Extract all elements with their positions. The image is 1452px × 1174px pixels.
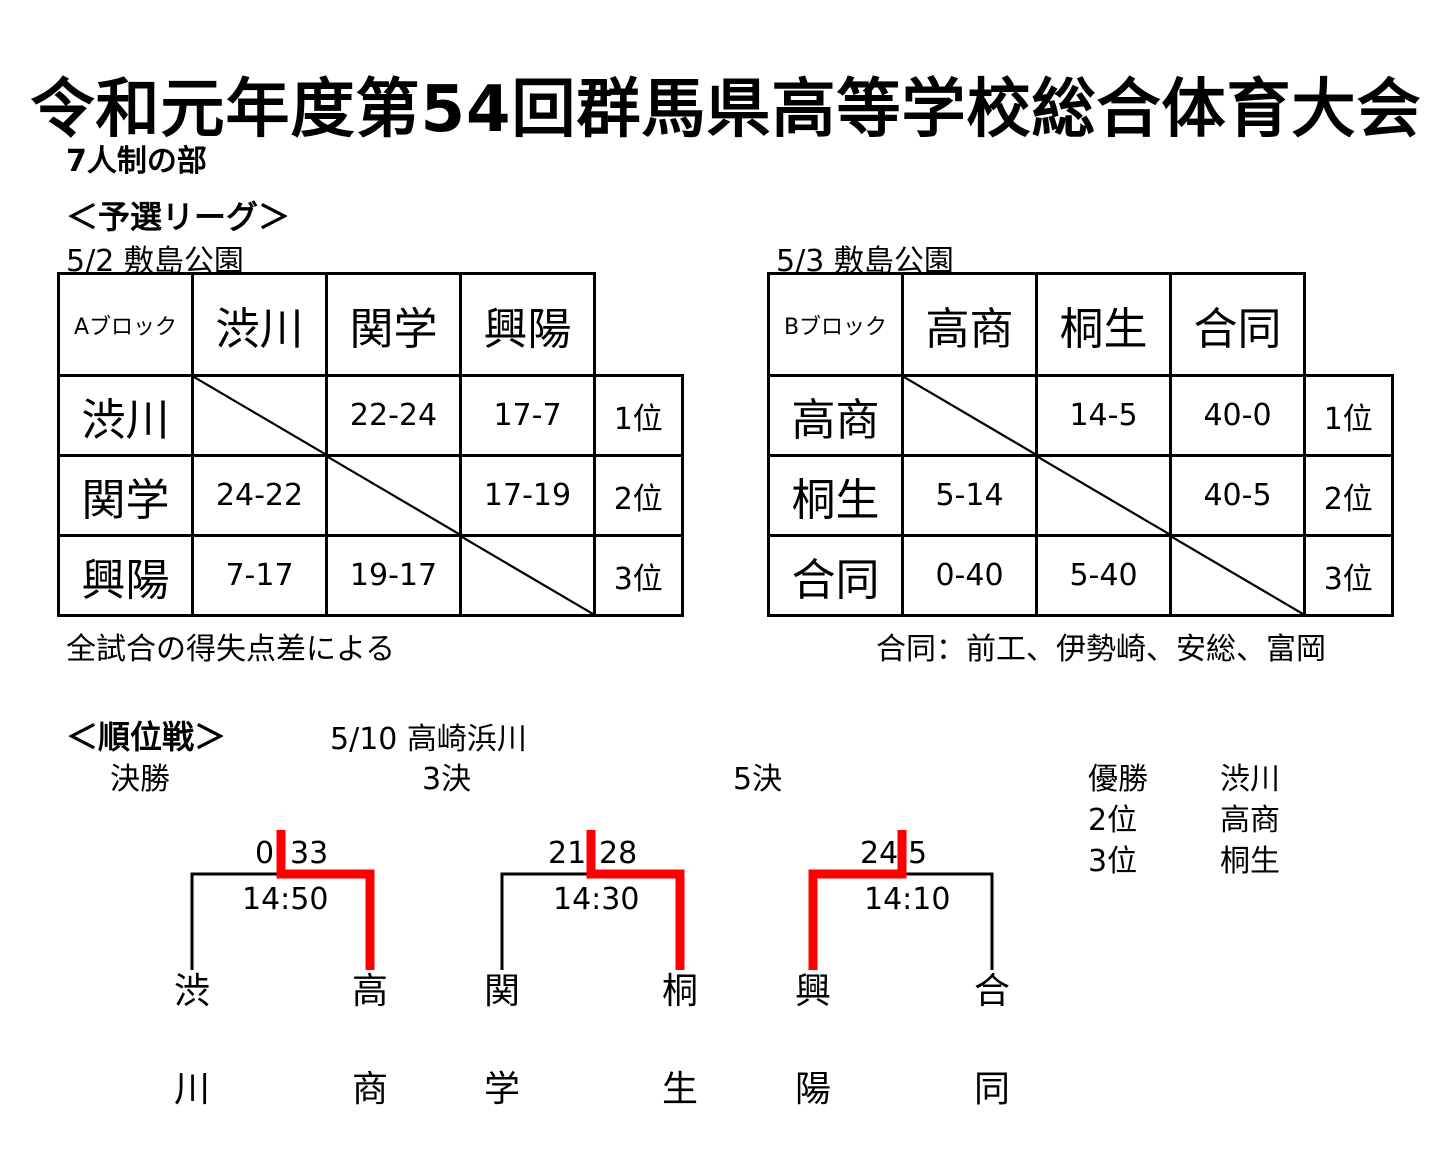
score-cell: 17-19 (459, 454, 596, 537)
division-label: 7人制の部 (66, 144, 207, 179)
rank-cell: 2位 (1303, 454, 1394, 537)
winner-path (276, 830, 375, 970)
result-place: 優勝 (1088, 762, 1148, 797)
team-name-char: 陽 (794, 1069, 831, 1110)
score-cell: 24-22 (191, 454, 328, 537)
block-a-table: Aブロック 渋川 関学 興陽 渋川 22-24 17-7 1位 関学 24-22… (57, 272, 684, 617)
match-label: 5決 (733, 762, 783, 797)
result-place: 3位 (1088, 844, 1138, 879)
page-title: 令和元年度第54回群馬県高等学校総合体育大会 (30, 73, 1422, 147)
right-score: 33 (290, 836, 329, 871)
score-cell: 7-17 (191, 534, 328, 617)
team-name-char: 関 (483, 971, 520, 1012)
rank-cell: 3位 (1303, 534, 1394, 617)
match-label: 3決 (422, 762, 472, 797)
diagonal-cell (1035, 454, 1172, 537)
block-a-row-team: 関学 (57, 454, 194, 537)
diagonal-cell (191, 374, 328, 457)
winner-path (586, 830, 685, 970)
team-name-char: 高 (351, 971, 388, 1012)
right-score: 5 (908, 836, 928, 871)
block-b-col-team: 高商 (901, 272, 1038, 377)
match-time: 14:30 (553, 882, 640, 917)
league-heading: ＜予選リーグ＞ (66, 198, 291, 236)
team-name-char: 合 (973, 971, 1010, 1012)
match-label: 決勝 (110, 762, 170, 797)
block-a-row-team: 渋川 (57, 374, 194, 457)
placement-venue: 5/10 高崎浜川 (330, 722, 527, 757)
score-cell: 40-5 (1169, 454, 1306, 537)
block-b-row-team: 高商 (767, 374, 904, 457)
result-team: 桐生 (1220, 844, 1280, 879)
rank-cell: 2位 (593, 454, 684, 537)
team-name-char: 生 (661, 1069, 698, 1110)
block-b-table: Bブロック 高商 桐生 合同 高商 14-5 40-0 1位 桐生 5-14 4… (767, 272, 1394, 617)
block-a-col-team: 渋川 (191, 272, 328, 377)
winner-path (808, 830, 907, 970)
team-name-char: 川 (173, 1069, 210, 1110)
block-a-col-team: 興陽 (459, 272, 596, 377)
score-cell: 19-17 (325, 534, 462, 617)
block-a-row-team: 興陽 (57, 534, 194, 617)
result-place: 2位 (1088, 803, 1138, 838)
left-score: 24 (860, 836, 899, 871)
score-cell: 40-0 (1169, 374, 1306, 457)
left-score: 0 (255, 836, 275, 871)
diagonal-cell (1169, 534, 1306, 617)
block-b-row-team: 桐生 (767, 454, 904, 537)
match-time: 14:10 (864, 882, 951, 917)
team-name-char: 興 (794, 971, 831, 1012)
bracket-line-right (902, 872, 994, 970)
block-a-col-team: 関学 (325, 272, 462, 377)
right-score: 28 (599, 836, 638, 871)
score-cell: 0-40 (901, 534, 1038, 617)
team-name-char: 同 (973, 1069, 1010, 1110)
score-cell: 5-14 (901, 454, 1038, 537)
result-team: 高商 (1220, 803, 1280, 838)
score-cell: 17-7 (459, 374, 596, 457)
diagonal-cell (459, 534, 596, 617)
score-cell: 22-24 (325, 374, 462, 457)
diagonal-cell (325, 454, 462, 537)
team-name-char: 桐 (661, 971, 698, 1012)
score-cell: 5-40 (1035, 534, 1172, 617)
team-name-char: 商 (351, 1069, 388, 1110)
rank-cell: 3位 (593, 534, 684, 617)
rank-cell: 1位 (1303, 374, 1394, 457)
match-time: 14:50 (242, 882, 329, 917)
rank-cell: 1位 (593, 374, 684, 457)
block-a-corner: Aブロック (57, 272, 194, 377)
diagonal-cell (901, 374, 1038, 457)
block-a-note: 全試合の得失点差による (66, 632, 396, 667)
block-b-row-team: 合同 (767, 534, 904, 617)
block-b-note: 合同：前工、伊勢崎、安総、富岡 (876, 632, 1326, 667)
score-cell: 14-5 (1035, 374, 1172, 457)
left-score: 21 (548, 836, 587, 871)
block-b-corner: Bブロック (767, 272, 904, 377)
placement-heading: ＜順位戦＞ (66, 718, 227, 756)
block-b-col-team: 合同 (1169, 272, 1306, 377)
result-team: 渋川 (1220, 762, 1280, 797)
block-b-col-team: 桐生 (1035, 272, 1172, 377)
team-name-char: 渋 (173, 971, 210, 1012)
team-name-char: 学 (483, 1069, 520, 1110)
